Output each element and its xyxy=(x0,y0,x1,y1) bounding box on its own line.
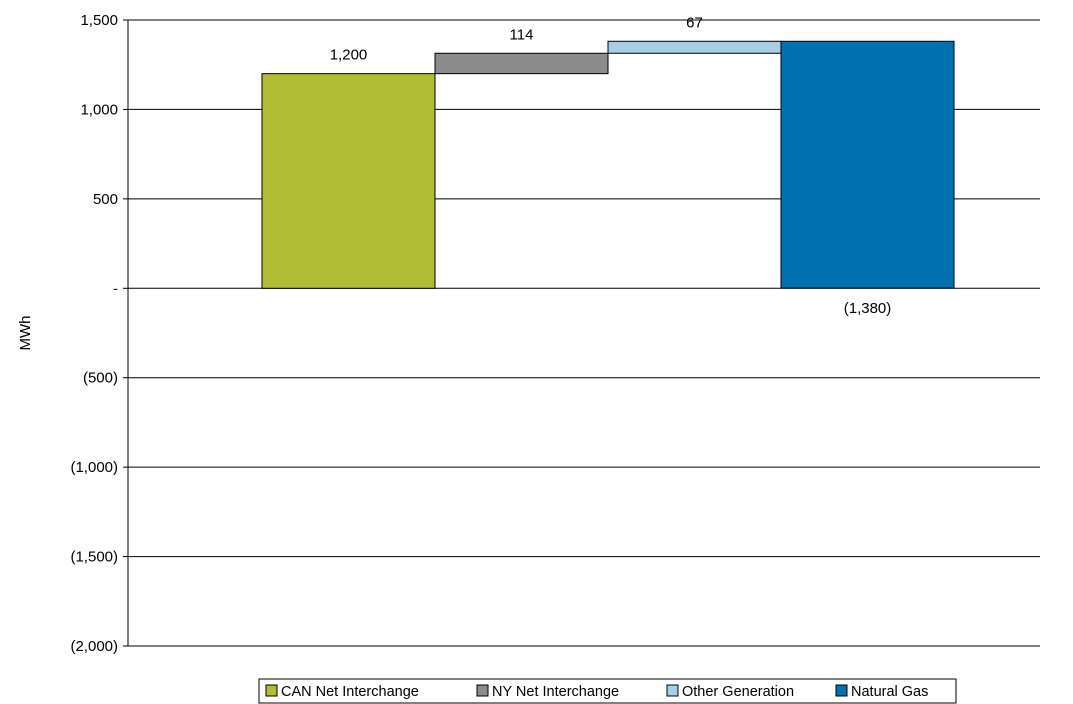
bar-4 xyxy=(780,40,955,289)
y-tick-label: (1,000) xyxy=(70,459,118,476)
y-tick-label: - xyxy=(113,280,118,297)
legend-swatch xyxy=(666,684,679,697)
legend-label: CAN Net Interchange xyxy=(281,684,419,700)
y-tick-label: 500 xyxy=(93,191,118,208)
data-label: 114 xyxy=(510,26,534,43)
legend-swatch xyxy=(476,684,489,697)
bars xyxy=(261,40,955,289)
legend-swatch xyxy=(265,684,278,697)
y-tick-label: 1,500 xyxy=(80,12,118,29)
legend-label: NY Net Interchange xyxy=(492,684,619,700)
y-tick-label: (1,500) xyxy=(70,549,118,566)
y-axis-title: MWh xyxy=(17,316,34,351)
data-label: (1,380) xyxy=(844,300,892,317)
legend-swatch xyxy=(835,684,848,697)
bar-2 xyxy=(434,52,609,75)
y-tick-label: (2,000) xyxy=(70,638,118,655)
data-label: 67 xyxy=(686,14,703,31)
legend-label: Natural Gas xyxy=(851,684,928,700)
bar-1 xyxy=(261,73,436,289)
data-label: 1,200 xyxy=(330,47,368,64)
bar-3 xyxy=(607,40,782,54)
y-tick-label: 1,000 xyxy=(80,101,118,118)
y-tick-label: (500) xyxy=(83,370,118,387)
y-axis: 1,500 1,000 500 - (500) (1,000) (1,500) (2,000) xyxy=(70,12,129,655)
data-labels: 1,200 114 67 (1,380) xyxy=(330,14,892,317)
legend: CAN Net Interchange NY Net Interchange Oth… xyxy=(258,678,957,704)
legend-label: Other Generation xyxy=(682,684,794,700)
